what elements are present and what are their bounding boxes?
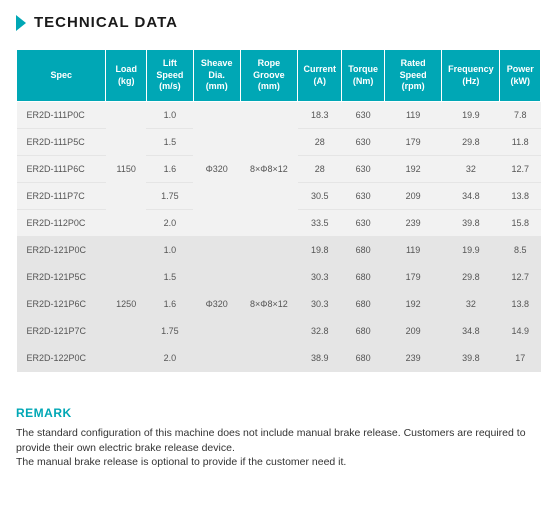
cell-frequency: 32 xyxy=(442,156,500,183)
cell-power: 13.8 xyxy=(500,183,541,210)
col-header: Frequency(Hz) xyxy=(442,50,500,102)
cell-frequency: 19.9 xyxy=(442,237,500,264)
cell-lift-speed: 1.6 xyxy=(146,156,193,183)
col-header: Rated Speed(rpm) xyxy=(384,50,442,102)
cell-torque: 630 xyxy=(342,129,385,156)
cell-torque: 630 xyxy=(342,210,385,237)
cell-frequency: 39.8 xyxy=(442,345,500,372)
cell-spec: ER2D-121P5C xyxy=(17,264,106,291)
table-row: ER2D-121P0C12501.0Φ3208×Φ8×1219.86801191… xyxy=(17,237,541,264)
table-row: ER2D-111P0C11501.0Φ3208×Φ8×1218.36301191… xyxy=(17,102,541,129)
cell-lift-speed: 1.5 xyxy=(146,264,193,291)
cell-power: 7.8 xyxy=(500,102,541,129)
cell-current: 18.3 xyxy=(298,102,342,129)
cell-rated-speed: 239 xyxy=(384,210,442,237)
cell-frequency: 19.9 xyxy=(442,102,500,129)
cell-power: 8.5 xyxy=(500,237,541,264)
cell-frequency: 39.8 xyxy=(442,210,500,237)
cell-sheave: Φ320 xyxy=(193,237,240,372)
cell-rope-groove: 8×Φ8×12 xyxy=(240,102,298,237)
cell-current: 38.9 xyxy=(298,345,342,372)
cell-lift-speed: 1.6 xyxy=(146,291,193,318)
col-header: Current(A) xyxy=(298,50,342,102)
col-header: SheaveDia.(mm) xyxy=(193,50,240,102)
cell-lift-speed: 1.75 xyxy=(146,183,193,210)
arrow-right-icon xyxy=(16,15,26,31)
cell-torque: 630 xyxy=(342,183,385,210)
remark-title: REMARK xyxy=(16,406,541,420)
cell-frequency: 34.8 xyxy=(442,318,500,345)
section-title-row: TECHNICAL DATA xyxy=(16,14,541,31)
cell-load: 1150 xyxy=(106,102,146,237)
cell-rated-speed: 209 xyxy=(384,318,442,345)
cell-frequency: 32 xyxy=(442,291,500,318)
cell-rated-speed: 209 xyxy=(384,183,442,210)
cell-spec: ER2D-112P0C xyxy=(17,210,106,237)
cell-torque: 680 xyxy=(342,237,385,264)
cell-spec: ER2D-111P6C xyxy=(17,156,106,183)
cell-frequency: 34.8 xyxy=(442,183,500,210)
col-header: Spec xyxy=(17,50,106,102)
cell-current: 33.5 xyxy=(298,210,342,237)
section-title: TECHNICAL DATA xyxy=(34,14,178,31)
cell-power: 14.9 xyxy=(500,318,541,345)
col-header: Rope Groove(mm) xyxy=(240,50,298,102)
cell-spec: ER2D-111P7C xyxy=(17,183,106,210)
cell-spec: ER2D-111P0C xyxy=(17,102,106,129)
cell-rated-speed: 192 xyxy=(384,156,442,183)
cell-rated-speed: 119 xyxy=(384,102,442,129)
cell-frequency: 29.8 xyxy=(442,129,500,156)
col-header: Torque(Nm) xyxy=(342,50,385,102)
cell-power: 13.8 xyxy=(500,291,541,318)
cell-power: 11.8 xyxy=(500,129,541,156)
cell-rated-speed: 192 xyxy=(384,291,442,318)
cell-lift-speed: 1.75 xyxy=(146,318,193,345)
cell-power: 17 xyxy=(500,345,541,372)
cell-spec: ER2D-122P0C xyxy=(17,345,106,372)
cell-power: 12.7 xyxy=(500,264,541,291)
cell-spec: ER2D-121P7C xyxy=(17,318,106,345)
cell-load: 1250 xyxy=(106,237,146,372)
cell-torque: 680 xyxy=(342,318,385,345)
col-header: Power(kW) xyxy=(500,50,541,102)
cell-torque: 680 xyxy=(342,345,385,372)
cell-lift-speed: 1.5 xyxy=(146,129,193,156)
cell-current: 28 xyxy=(298,156,342,183)
cell-rope-groove: 8×Φ8×12 xyxy=(240,237,298,372)
cell-power: 15.8 xyxy=(500,210,541,237)
cell-lift-speed: 2.0 xyxy=(146,210,193,237)
cell-spec: ER2D-121P6C xyxy=(17,291,106,318)
cell-rated-speed: 119 xyxy=(384,237,442,264)
cell-current: 28 xyxy=(298,129,342,156)
cell-lift-speed: 1.0 xyxy=(146,237,193,264)
cell-current: 32.8 xyxy=(298,318,342,345)
cell-torque: 680 xyxy=(342,264,385,291)
technical-data-table: SpecLoad(kg)Lift Speed(m/s)SheaveDia.(mm… xyxy=(16,49,541,372)
cell-sheave: Φ320 xyxy=(193,102,240,237)
cell-current: 30.5 xyxy=(298,183,342,210)
cell-current: 19.8 xyxy=(298,237,342,264)
cell-lift-speed: 1.0 xyxy=(146,102,193,129)
cell-rated-speed: 179 xyxy=(384,129,442,156)
col-header: Lift Speed(m/s) xyxy=(146,50,193,102)
cell-spec: ER2D-121P0C xyxy=(17,237,106,264)
cell-spec: ER2D-111P5C xyxy=(17,129,106,156)
col-header: Load(kg) xyxy=(106,50,146,102)
cell-current: 30.3 xyxy=(298,264,342,291)
cell-torque: 630 xyxy=(342,102,385,129)
cell-rated-speed: 179 xyxy=(384,264,442,291)
cell-torque: 630 xyxy=(342,156,385,183)
cell-power: 12.7 xyxy=(500,156,541,183)
cell-lift-speed: 2.0 xyxy=(146,345,193,372)
cell-frequency: 29.8 xyxy=(442,264,500,291)
remark-body: The standard configuration of this machi… xyxy=(16,426,541,470)
cell-torque: 680 xyxy=(342,291,385,318)
cell-rated-speed: 239 xyxy=(384,345,442,372)
cell-current: 30.3 xyxy=(298,291,342,318)
